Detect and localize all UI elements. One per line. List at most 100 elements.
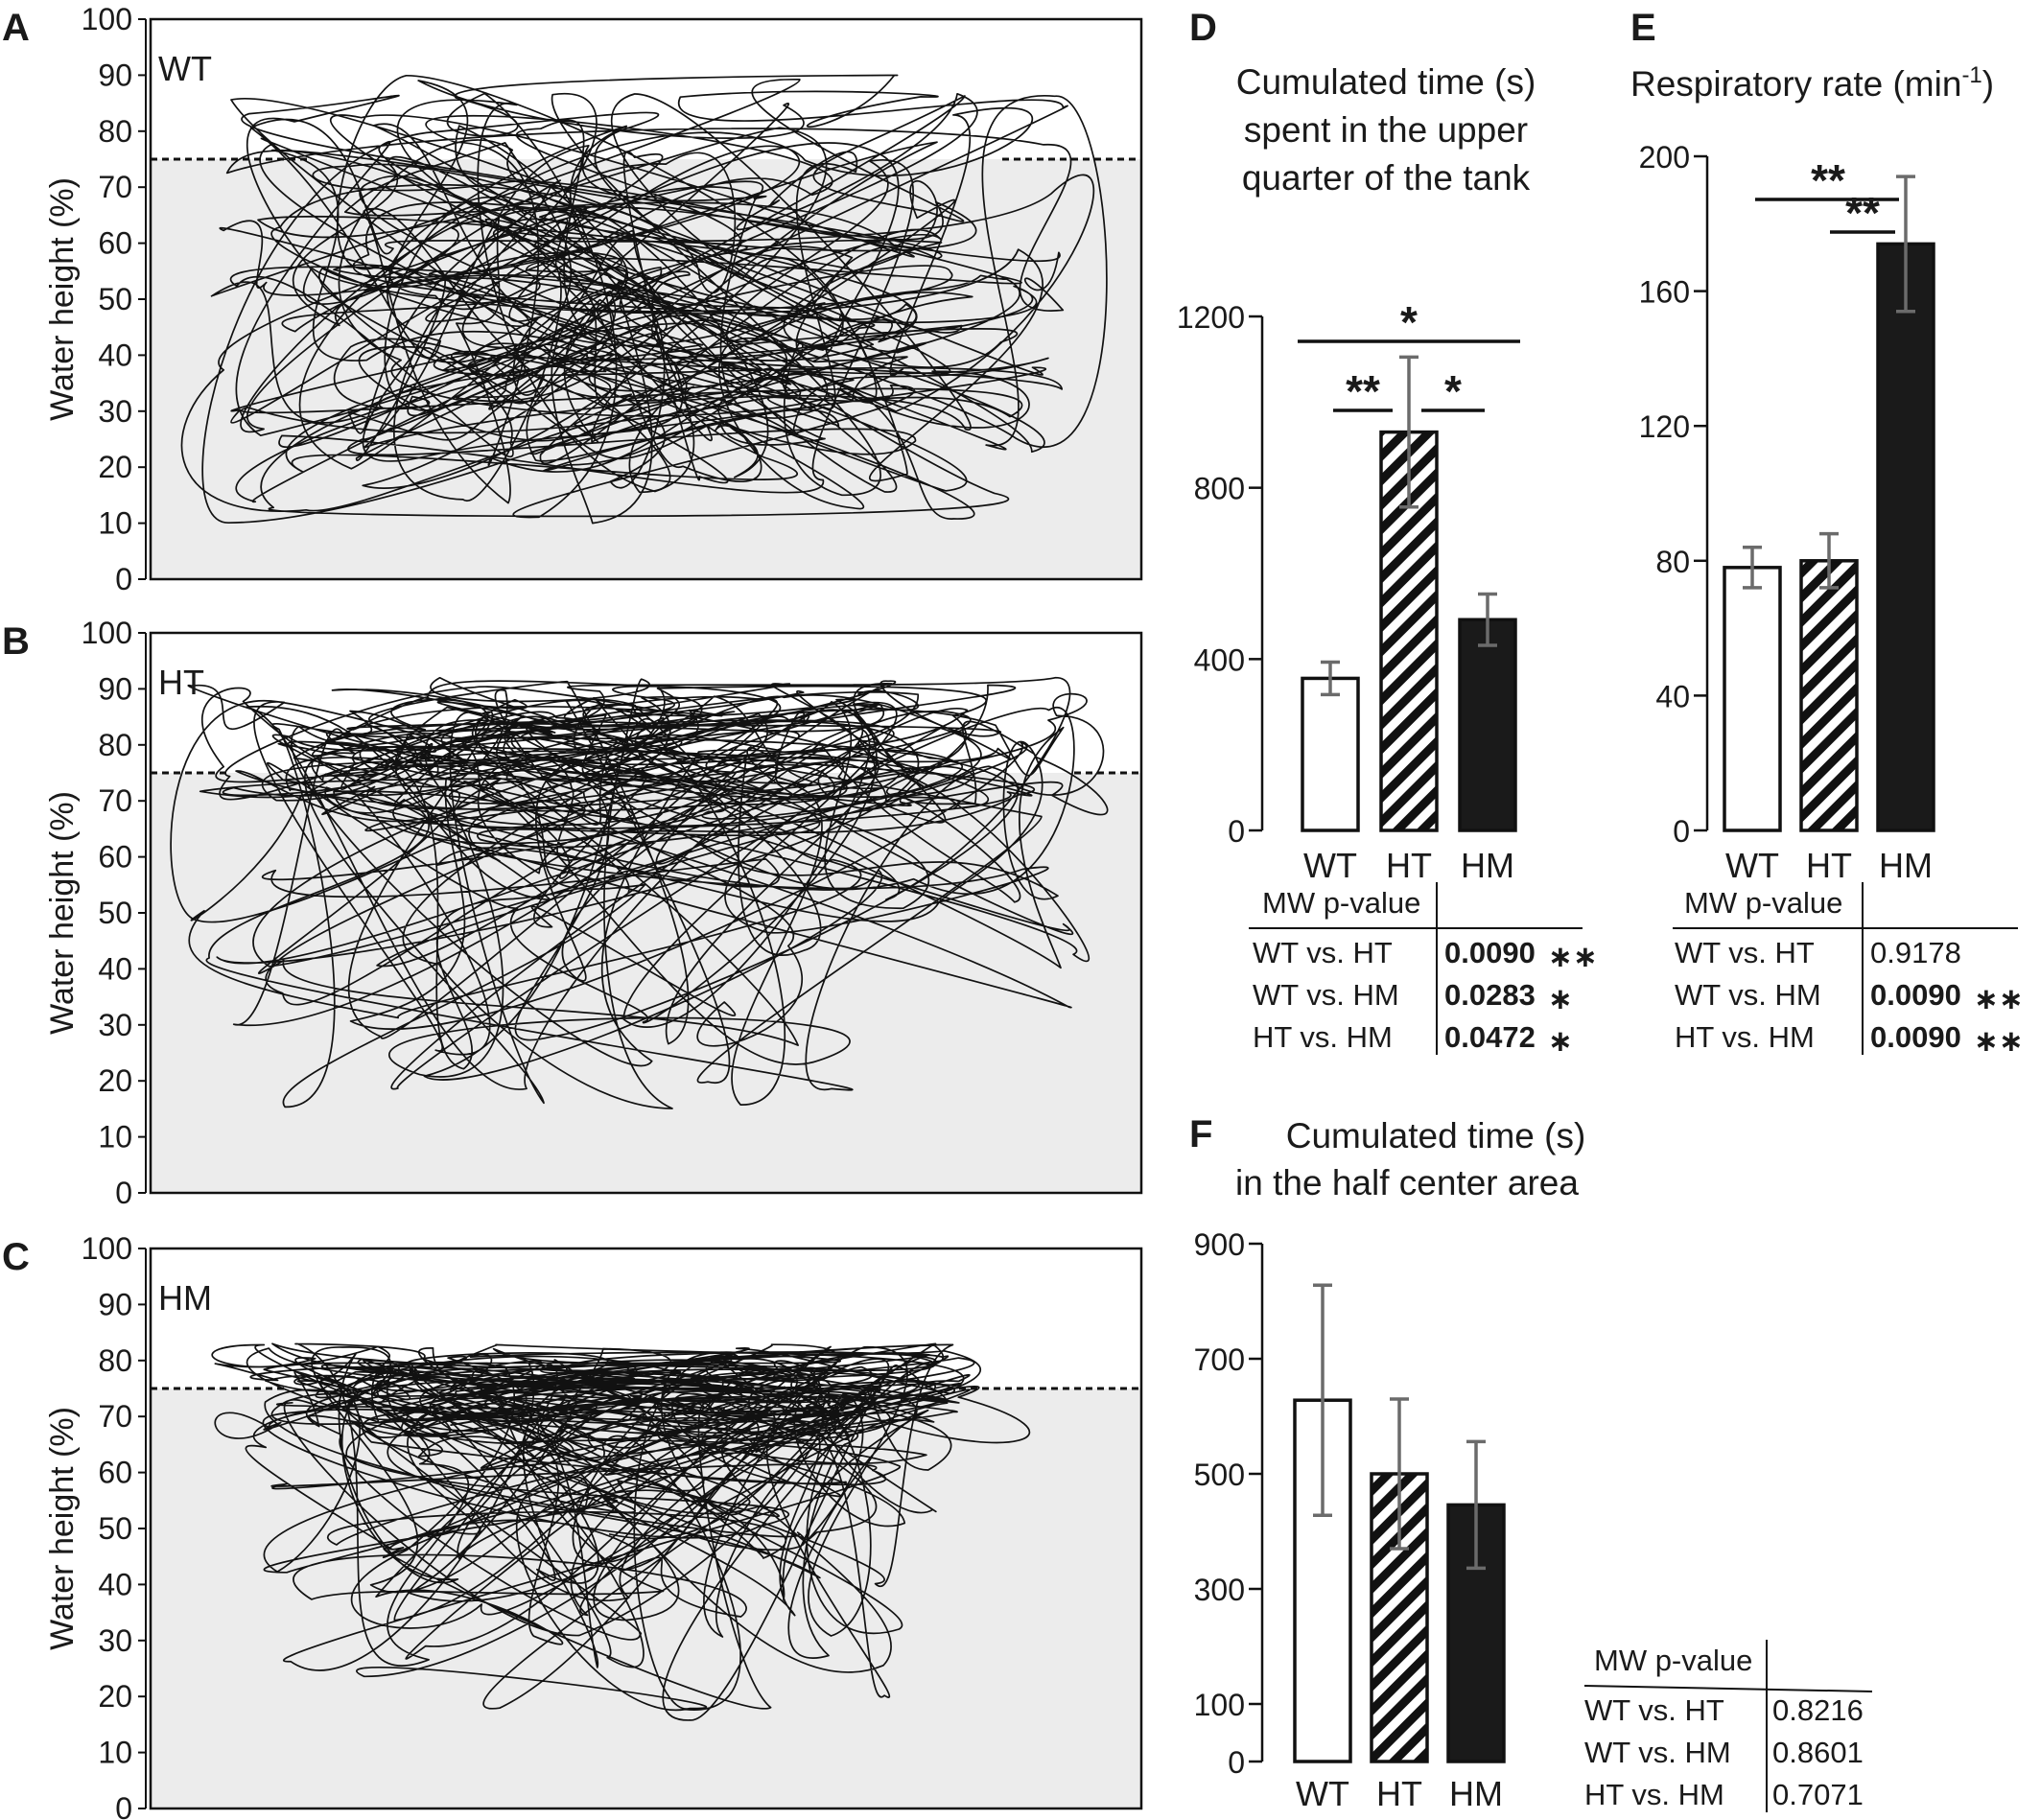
y-tick-label: 20 <box>98 450 132 484</box>
panel-label: E <box>1630 7 1656 49</box>
y-tick-label: 300 <box>1194 1573 1245 1607</box>
trajectory-panel-b: 0 10 20 30 40 50 60 70 80 90 100 B HT Water height… <box>2 616 1143 1210</box>
y-tick-label: 0 <box>1673 814 1690 849</box>
significance-marker: * <box>1444 366 1462 416</box>
y-tick-label: 50 <box>98 1511 132 1546</box>
chart-title: spent in the upper <box>1244 110 1528 150</box>
table-row-label: HT vs. HM <box>1675 1020 1815 1054</box>
chart-title: quarter of the tank <box>1242 158 1531 198</box>
y-tick-label: 10 <box>98 1120 132 1155</box>
y-tick-label: 50 <box>98 896 132 930</box>
y-tick-label: 800 <box>1194 472 1245 506</box>
bar-hm <box>1458 618 1517 832</box>
x-category-label: WT <box>1725 846 1779 885</box>
x-category-label: HT <box>1376 1774 1422 1813</box>
chart-title: in the half center area <box>1235 1163 1579 1202</box>
table-header: MW p-value <box>1262 886 1420 920</box>
panel-label: A <box>2 7 30 49</box>
table-p-value: 0.8216 <box>1772 1693 1864 1727</box>
y-tick-label: 80 <box>98 728 132 762</box>
bar-chart-e: E Respiratory rate (min-1) 0 40 80 120 160 20… <box>1630 7 2024 1058</box>
trajectory-panel-c: 0 10 20 30 40 50 60 70 80 90 100 C HM Water height… <box>2 1231 1143 1820</box>
bar-wt <box>1723 566 1782 832</box>
y-tick-label: 70 <box>98 170 132 204</box>
tank-frame <box>149 1247 1143 1810</box>
table-row-label: WT vs. HM <box>1584 1736 1731 1769</box>
y-tick-label: 1200 <box>1177 300 1245 335</box>
table-p-value: 0.8601 <box>1772 1736 1864 1769</box>
y-tick-label: 120 <box>1639 409 1690 444</box>
y-tick-label: 30 <box>98 1008 132 1042</box>
swim-trajectory <box>211 1342 1031 1721</box>
bar-hm <box>1876 242 1935 832</box>
y-axis-title: Water height (%) <box>44 1407 81 1650</box>
table-p-value: 0.0283 <box>1444 978 1536 1012</box>
y-tick-label: 90 <box>98 671 132 706</box>
y-tick-label: 20 <box>98 1679 132 1714</box>
x-category-label: HM <box>1449 1774 1503 1813</box>
panel-label: F <box>1189 1113 1212 1155</box>
significance-marker: ** <box>1845 188 1880 238</box>
trajectory-path <box>170 676 1109 1109</box>
y-tick-label: 100 <box>82 616 132 650</box>
bar-ht <box>1799 559 1859 832</box>
trajectory-path <box>211 1342 1031 1721</box>
y-tick-label: 100 <box>82 1231 132 1266</box>
significance-marker: * <box>1400 297 1418 347</box>
y-tick-label: 40 <box>1655 679 1690 713</box>
y-tick-label: 30 <box>98 1623 132 1658</box>
table-row-label: WT vs. HM <box>1253 978 1399 1012</box>
x-category-label: WT <box>1296 1774 1349 1813</box>
y-tick-label: 80 <box>98 114 132 149</box>
bar-wt <box>1301 676 1360 832</box>
x-category-label: HT <box>1806 846 1852 885</box>
group-label: WT <box>158 49 212 88</box>
table-significance-marker: ∗∗ <box>1974 1024 2024 1058</box>
group-label: HM <box>158 1278 212 1318</box>
swim-trajectory <box>180 74 1108 525</box>
y-axis: 0 10 20 30 40 50 60 70 80 90 100 <box>82 616 147 1210</box>
y-tick-label: 70 <box>98 1399 132 1434</box>
table-p-value: 0.9178 <box>1870 936 1961 969</box>
bar-chart-f: F Cumulated time (s) in the half center … <box>1189 1113 1873 1813</box>
table-significance-marker: ∗∗ <box>1548 940 1598 973</box>
y-tick-label: 60 <box>98 226 132 261</box>
tank-frame <box>149 631 1143 1195</box>
chart-title: Cumulated time (s) <box>1286 1116 1586 1155</box>
x-category-label: WT <box>1303 846 1357 885</box>
x-category-label: HM <box>1879 846 1933 885</box>
table-row-label: WT vs. HT <box>1253 936 1393 969</box>
y-tick-label: 100 <box>1194 1688 1245 1722</box>
swim-trajectory <box>170 676 1109 1109</box>
y-tick-label: 20 <box>98 1063 132 1098</box>
y-tick-label: 400 <box>1194 642 1245 677</box>
panel-label: B <box>2 620 30 663</box>
table-p-value: 0.0472 <box>1444 1020 1536 1054</box>
table-significance-marker: ∗ <box>1548 1024 1573 1058</box>
y-tick-label: 90 <box>98 58 132 92</box>
table-row-label: WT vs. HT <box>1584 1693 1724 1727</box>
p-value-table: MW p-value WT vs. HT 0.0090 ∗∗ WT vs. HM 0.02… <box>1249 882 1598 1058</box>
y-axis-title: Water height (%) <box>44 177 81 421</box>
y-tick-label: 40 <box>98 951 132 986</box>
y-tick-label: 30 <box>98 394 132 429</box>
y-tick-label: 160 <box>1639 275 1690 310</box>
y-tick-label: 500 <box>1194 1458 1245 1492</box>
y-tick-label: 0 <box>1228 1745 1245 1780</box>
table-p-value: 0.0090 <box>1444 936 1536 969</box>
y-tick-label: 10 <box>98 506 132 541</box>
trajectory-panel-a: 0 10 20 30 40 50 60 70 80 90 100 A WT Water height… <box>2 2 1143 596</box>
plot-area: 0 40 80 120 160 200 WT HT HM **** <box>1639 140 1935 885</box>
plot-area: 0 100 300 500 700 900 WT HT HM <box>1194 1227 1506 1813</box>
y-tick-label: 40 <box>98 338 132 372</box>
table-row-label: WT vs. HT <box>1675 936 1815 969</box>
y-tick-label: 60 <box>98 840 132 875</box>
chart-title: Cumulated time (s) <box>1236 62 1536 102</box>
y-tick-label: 0 <box>1228 814 1245 849</box>
y-tick-label: 900 <box>1194 1227 1245 1262</box>
y-tick-label: 40 <box>98 1567 132 1601</box>
bar-chart-d: D Cumulated time (s) spent in the upper … <box>1177 7 1598 1058</box>
y-tick-label: 90 <box>98 1287 132 1321</box>
